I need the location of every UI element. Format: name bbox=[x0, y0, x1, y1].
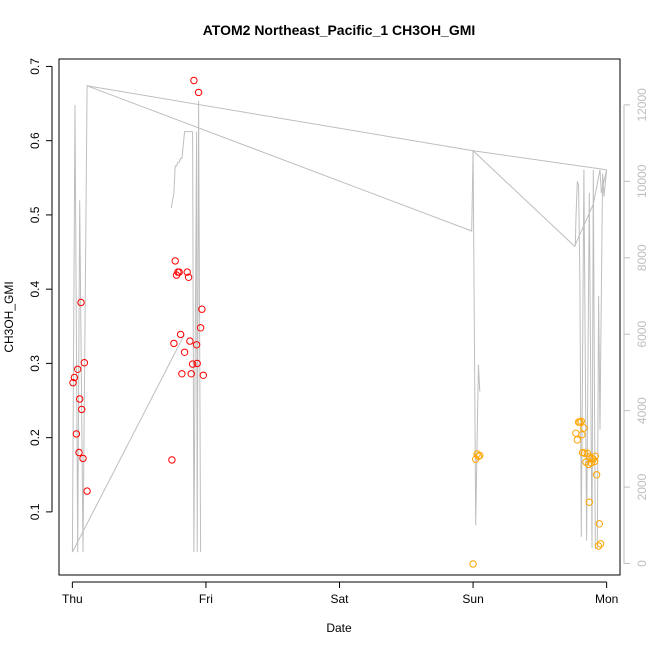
series-1-point-26 bbox=[192, 341, 201, 349]
x-axis: Thu Fri Sat Sun Mon bbox=[62, 581, 618, 606]
x-axis-label: Date bbox=[326, 621, 352, 635]
series-1-point-6 bbox=[77, 298, 85, 307]
x-tick-label-1: Fri bbox=[199, 592, 213, 606]
series-2-point-0 bbox=[469, 560, 477, 568]
series-2-point-25 bbox=[594, 542, 603, 550]
series-2-point-13 bbox=[580, 449, 589, 457]
series-1-point-23 bbox=[187, 370, 195, 378]
series-2-point-22 bbox=[590, 457, 599, 466]
altitude-line-segment-4 bbox=[472, 150, 481, 526]
y-tick-label-4: 0.5 bbox=[28, 206, 42, 223]
data-points-group bbox=[69, 76, 605, 568]
y2-tick-label-1: 2000 bbox=[635, 473, 649, 500]
y-tick-label-0: 0.1 bbox=[28, 503, 42, 520]
y2-tick-label-5: 10000 bbox=[635, 164, 649, 198]
altitude-line-main bbox=[71, 85, 608, 553]
series-1-point-12 bbox=[170, 339, 178, 348]
series-1-point-21 bbox=[184, 273, 193, 281]
y2-tick-label-2: 4000 bbox=[635, 397, 649, 424]
series-1-point-31 bbox=[199, 371, 208, 379]
y-tick-label-3: 0.4 bbox=[28, 280, 42, 297]
series-1-point-22 bbox=[186, 337, 194, 345]
series-1-point-3 bbox=[74, 365, 82, 373]
y2-tick-label-6: 12000 bbox=[635, 88, 649, 122]
series-2-point-8 bbox=[576, 418, 584, 426]
y-tick-label-6: 0.7 bbox=[28, 58, 42, 75]
series-2-point-23 bbox=[591, 452, 599, 460]
series-1-point-1 bbox=[70, 373, 79, 382]
altitude-line-segment-2 bbox=[170, 131, 193, 209]
series-1-point-11 bbox=[168, 456, 176, 464]
series-2-point-15 bbox=[583, 449, 591, 457]
series-2-point-12 bbox=[580, 424, 588, 432]
series-1-point-10 bbox=[83, 487, 91, 495]
series-1-point-5 bbox=[76, 395, 84, 403]
series-1-point-18 bbox=[178, 370, 186, 378]
series-2-point-9 bbox=[577, 417, 585, 425]
series-2-point-4 bbox=[476, 451, 484, 460]
series-2-point-19 bbox=[587, 459, 595, 467]
altitude-line-group bbox=[71, 85, 608, 553]
altitude-line-segment-0 bbox=[87, 85, 474, 152]
y-axis-left: 0.1 0.2 0.3 0.4 0.5 0.6 0.7 bbox=[28, 58, 53, 520]
y-tick-label-1: 0.2 bbox=[28, 429, 42, 446]
series-1-point-19 bbox=[180, 348, 189, 356]
series-1-point-27 bbox=[193, 359, 201, 368]
series-1-point-4 bbox=[75, 448, 83, 457]
series-1-point-13 bbox=[171, 257, 179, 265]
plot-area bbox=[58, 58, 621, 576]
x-tick-label-4: Mon bbox=[595, 592, 618, 606]
series-1-point-25 bbox=[190, 76, 198, 85]
y2-tick-label-3: 6000 bbox=[635, 321, 649, 348]
series-1-point-8 bbox=[79, 454, 87, 463]
series-2-point-6 bbox=[573, 436, 581, 444]
series-1-point-24 bbox=[188, 360, 197, 368]
series-2-point-10 bbox=[578, 431, 586, 439]
series-1-point-7 bbox=[78, 405, 86, 414]
series-1-point-16 bbox=[175, 268, 183, 276]
chart-title: ATOM2 Northeast_Pacific_1 CH3OH_GMI bbox=[203, 22, 476, 38]
series-1-point-0 bbox=[69, 379, 77, 387]
series-2-point-27 bbox=[596, 540, 605, 548]
series-1-point-17 bbox=[176, 330, 185, 339]
altitude-line-segment-1 bbox=[71, 333, 186, 553]
y-tick-label-5: 0.6 bbox=[28, 132, 42, 149]
x-tick-label-3: Sun bbox=[462, 592, 483, 606]
series-1-point-29 bbox=[196, 324, 205, 332]
y-axis-label: CH3OH_GMI bbox=[2, 281, 16, 352]
altitude-line-segment-5 bbox=[473, 150, 607, 171]
series-2-point-26 bbox=[595, 520, 603, 528]
series-1-point-2 bbox=[72, 430, 81, 438]
y-tick-label-2: 0.3 bbox=[28, 355, 42, 372]
series-2-point-24 bbox=[592, 471, 601, 479]
x-tick-label-2: Sat bbox=[330, 592, 349, 606]
series-1-point-9 bbox=[80, 359, 89, 367]
x-tick-label-0: Thu bbox=[62, 592, 83, 606]
y2-tick-label-0: 0 bbox=[635, 560, 649, 567]
series-1-point-30 bbox=[198, 305, 206, 313]
series-2-point-17 bbox=[585, 498, 593, 506]
y2-tick-label-4: 8000 bbox=[635, 244, 649, 271]
y-axis-right: 0 2000 4000 6000 8000 10000 12000 bbox=[623, 88, 649, 567]
series-1-point-28 bbox=[194, 88, 203, 97]
series-1-point-20 bbox=[183, 268, 191, 276]
